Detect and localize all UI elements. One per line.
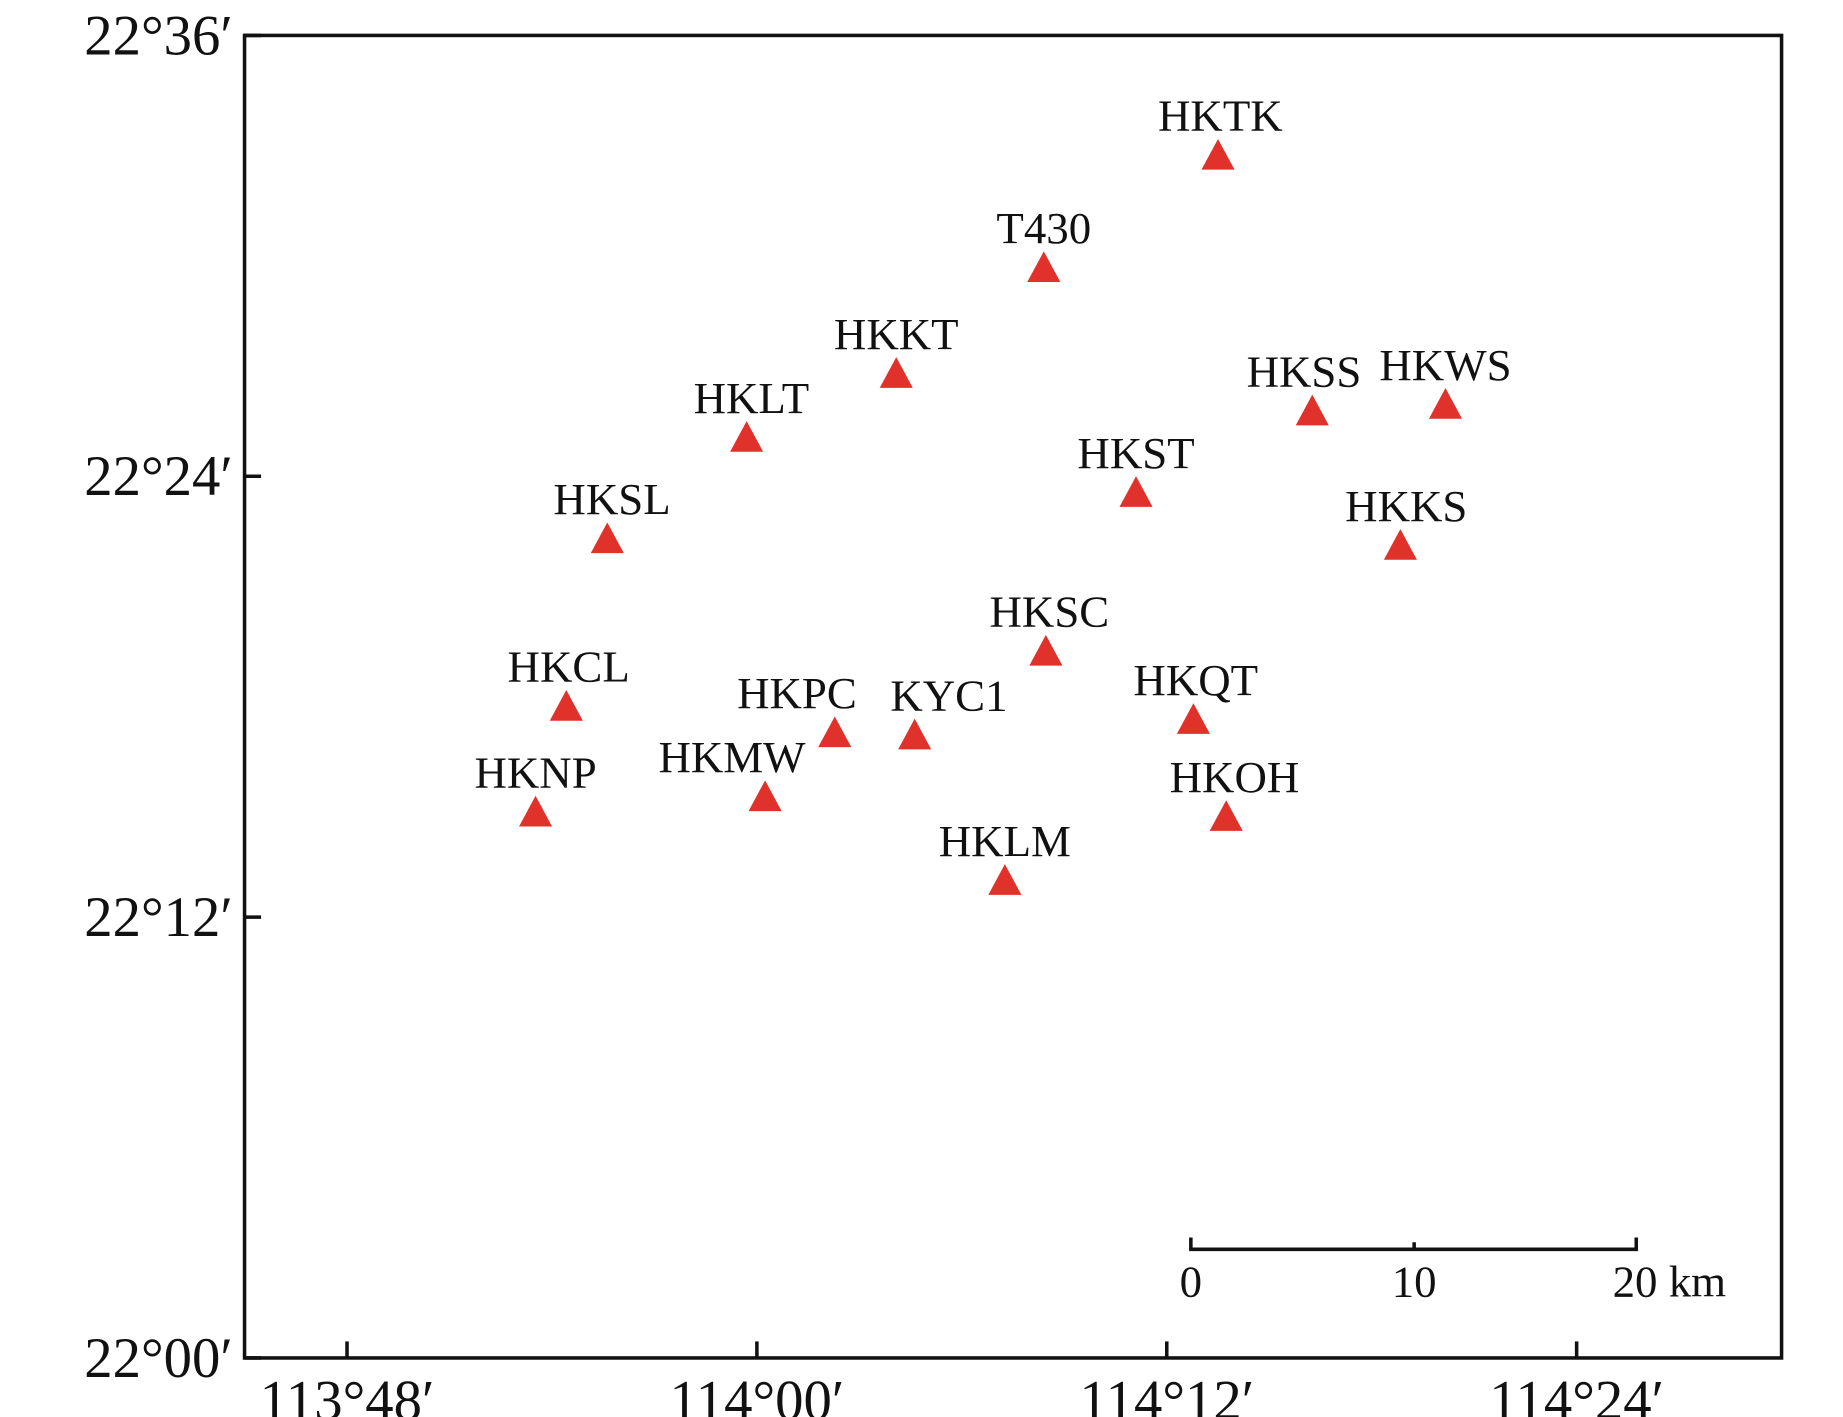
station-label: HKQT [1133,655,1258,705]
station-label: HKPC [737,668,857,718]
station-hklm: HKLM [939,816,1071,895]
station-label: T430 [996,203,1091,253]
station-label: HKNP [474,748,596,798]
station-hkws: HKWS [1379,340,1512,419]
station-hksc: HKSC [990,587,1110,666]
scale-bar: 0 10 20 km [1180,1237,1727,1307]
station-hkqt: HKQT [1133,655,1258,734]
station-triangle-icon [1029,634,1063,666]
station-triangle-icon [1176,703,1210,734]
station-triangle-icon [748,780,782,812]
scale-label-10: 10 [1392,1257,1437,1307]
y-tick-label: 22°24′ [84,445,232,508]
station-triangle-icon [1295,394,1329,426]
station-triangle-icon [730,421,764,452]
station-triangle-icon [519,795,553,827]
station-hkcl: HKCL [508,642,630,721]
station-label: HKTK [1158,91,1283,141]
station-hklt: HKLT [694,373,810,452]
station-triangle-icon [590,522,624,554]
station-hkpc: HKPC [737,668,857,748]
station-hkss: HKSS [1247,346,1362,426]
station-hknp: HKNP [474,748,597,827]
station-triangle-icon [1119,476,1153,507]
station-label: HKKS [1345,481,1467,531]
station-label: HKLM [939,816,1071,866]
station-hkoh: HKOH [1170,752,1300,831]
station-label: HKKT [834,309,959,359]
station-hkks: HKKS [1345,481,1467,560]
station-hkkt: HKKT [834,309,959,388]
station-triangle-icon [898,718,932,750]
station-triangle-icon [1428,388,1463,419]
x-tick-label: 113°48′ [260,1369,435,1417]
station-triangle-icon [549,690,583,721]
map-frame [242,33,1784,1360]
station-hksl: HKSL [553,474,671,554]
station-hkst: HKST [1077,428,1195,507]
station-label: HKLT [694,373,810,423]
station-triangle-icon [1209,800,1243,831]
scale-label-20km: 20 km [1613,1257,1727,1307]
x-tick-label: 114°24′ [1489,1369,1664,1417]
station-triangle-icon [818,716,852,748]
station-label: HKSC [990,587,1110,637]
station-label: HKSS [1247,346,1362,396]
y-tick-label: 22°12′ [84,886,232,949]
y-tick-label: 22°00′ [84,1327,232,1390]
y-tick-label: 22°36′ [84,4,232,67]
station-kyc1: KYC1 [890,670,1008,750]
scale-label-0: 0 [1180,1257,1202,1307]
station-label: HKWS [1379,340,1511,390]
station-triangle-icon [879,357,913,388]
x-tick-label: 114°00′ [670,1369,845,1417]
station-label: HKCL [508,642,630,692]
station-label: HKMW [658,732,806,782]
station-hkmw: HKMW [658,732,806,812]
station-hktk: HKTK [1158,91,1283,170]
station-triangle-icon [1201,138,1235,170]
station-label: HKST [1077,428,1194,478]
station-label: KYC1 [890,670,1007,720]
station-triangle-icon [988,864,1022,895]
x-tick-label: 114°12′ [1079,1369,1254,1417]
station-label: HKSL [553,474,670,524]
station-t430: T430 [996,203,1091,283]
station-triangle-icon [1383,529,1417,560]
station-triangle-icon [1027,251,1061,283]
station-label: HKOH [1170,752,1300,802]
